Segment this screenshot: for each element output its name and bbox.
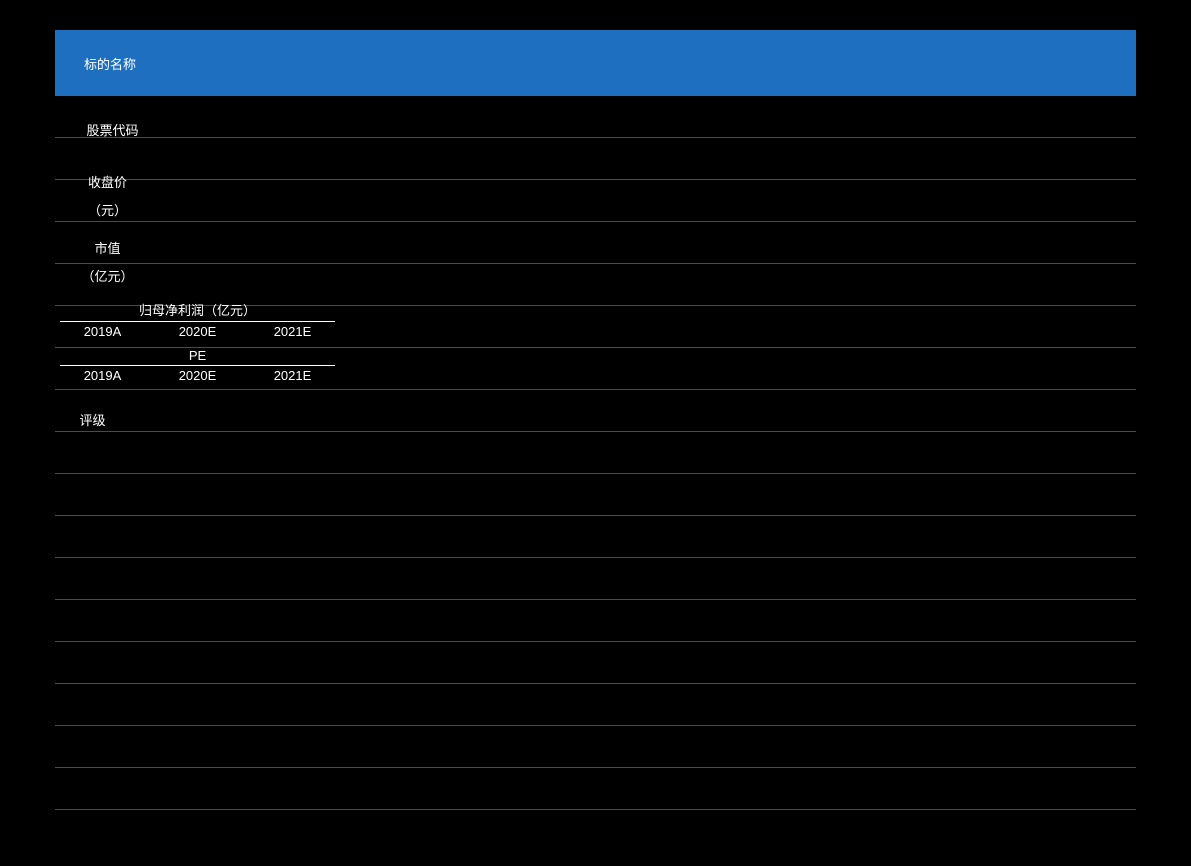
table-row	[55, 516, 1136, 558]
header-profit-subrow: 2019A 2020E 2021E	[55, 324, 340, 339]
table-header: 标的名称 股票代码 收盘价 （元） 市值 （亿元） 归母净利润（亿元） 2019…	[55, 30, 1136, 96]
table-row	[55, 390, 1136, 432]
header-rating: 评级	[55, 386, 130, 452]
table-row	[55, 726, 1136, 768]
table-row	[55, 96, 1136, 138]
table-body	[55, 96, 1136, 852]
table-row	[55, 558, 1136, 600]
table-row	[55, 180, 1136, 222]
header-profit-2020e: 2020E	[150, 324, 245, 339]
header-code: 股票代码	[55, 96, 170, 162]
table-row	[55, 600, 1136, 642]
table-row	[55, 642, 1136, 684]
header-profit-label: 归母净利润（亿元）	[55, 297, 340, 321]
header-pe-2020e: 2020E	[150, 368, 245, 383]
header-pe-underline	[60, 365, 335, 366]
header-market-label2: （亿元）	[81, 266, 133, 285]
header-market: 市值 （亿元）	[55, 228, 160, 294]
header-rating-label: 评级	[79, 410, 105, 429]
header-profit-2021e: 2021E	[245, 324, 340, 339]
header-price-label2: （元）	[88, 200, 127, 219]
header-pe-group: PE 2019A 2020E 2021E	[55, 342, 340, 386]
header-pe-subrow: 2019A 2020E 2021E	[55, 368, 340, 383]
table-row	[55, 138, 1136, 180]
header-name: 标的名称	[55, 30, 165, 96]
header-profit-2019a: 2019A	[55, 324, 150, 339]
header-code-label: 股票代码	[86, 120, 138, 139]
stock-table: 标的名称 股票代码 收盘价 （元） 市值 （亿元） 归母净利润（亿元） 2019…	[55, 30, 1136, 852]
table-row	[55, 222, 1136, 264]
header-pe-2021e: 2021E	[245, 368, 340, 383]
table-row	[55, 474, 1136, 516]
header-price-label1: 收盘价	[88, 172, 127, 191]
table-row	[55, 432, 1136, 474]
header-market-label1: 市值	[94, 238, 120, 257]
header-name-label: 标的名称	[84, 54, 136, 73]
header-profit-underline	[60, 321, 335, 322]
header-profit-group: 归母净利润（亿元） 2019A 2020E 2021E	[55, 294, 340, 342]
header-price: 收盘价 （元）	[55, 162, 160, 228]
table-row	[55, 684, 1136, 726]
header-pe-label: PE	[55, 345, 340, 365]
table-row	[55, 768, 1136, 810]
header-pe-2019a: 2019A	[55, 368, 150, 383]
table-row	[55, 810, 1136, 852]
